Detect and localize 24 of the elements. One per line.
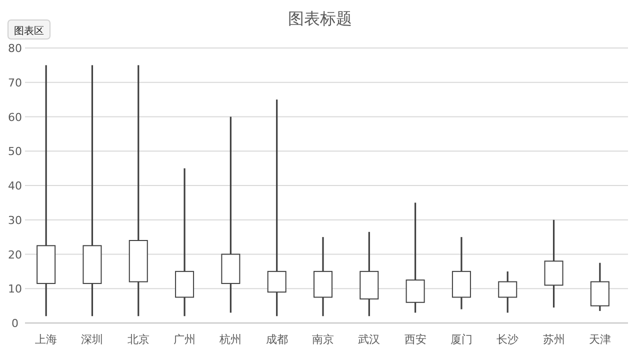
- y-tick-label: 30: [8, 214, 22, 227]
- x-tick-label: 长沙: [496, 333, 519, 346]
- x-tick-label: 西安: [404, 333, 426, 346]
- chart-title: 图表标题: [288, 9, 352, 28]
- x-tick-label: 天津: [588, 333, 611, 346]
- y-tick-label: 50: [8, 145, 22, 158]
- x-tick-label: 成都: [266, 333, 288, 346]
- x-tick-label: 南京: [312, 333, 334, 346]
- x-tick-label: 厦门: [450, 333, 472, 346]
- y-tick-label: 40: [8, 180, 22, 192]
- x-tick-label: 广州: [174, 333, 196, 346]
- y-tick-label: 20: [8, 248, 22, 262]
- y-tick-label: 0: [12, 317, 18, 330]
- x-tick-label: 上海: [35, 333, 58, 346]
- x-tick-label: 武汉: [358, 333, 380, 346]
- y-tick-label: 60: [8, 110, 22, 124]
- y-tick-label: 10: [8, 282, 22, 296]
- x-tick-label: 深圳: [81, 333, 104, 346]
- y-tick-label: 70: [8, 76, 22, 90]
- annotation: 图表区: [8, 20, 50, 40]
- x-tick-label: 苏州: [542, 333, 565, 346]
- y-tick-label: 80: [8, 42, 22, 55]
- x-tick-label: 北京: [127, 333, 150, 346]
- x-tick-label: 杭州: [218, 333, 242, 346]
